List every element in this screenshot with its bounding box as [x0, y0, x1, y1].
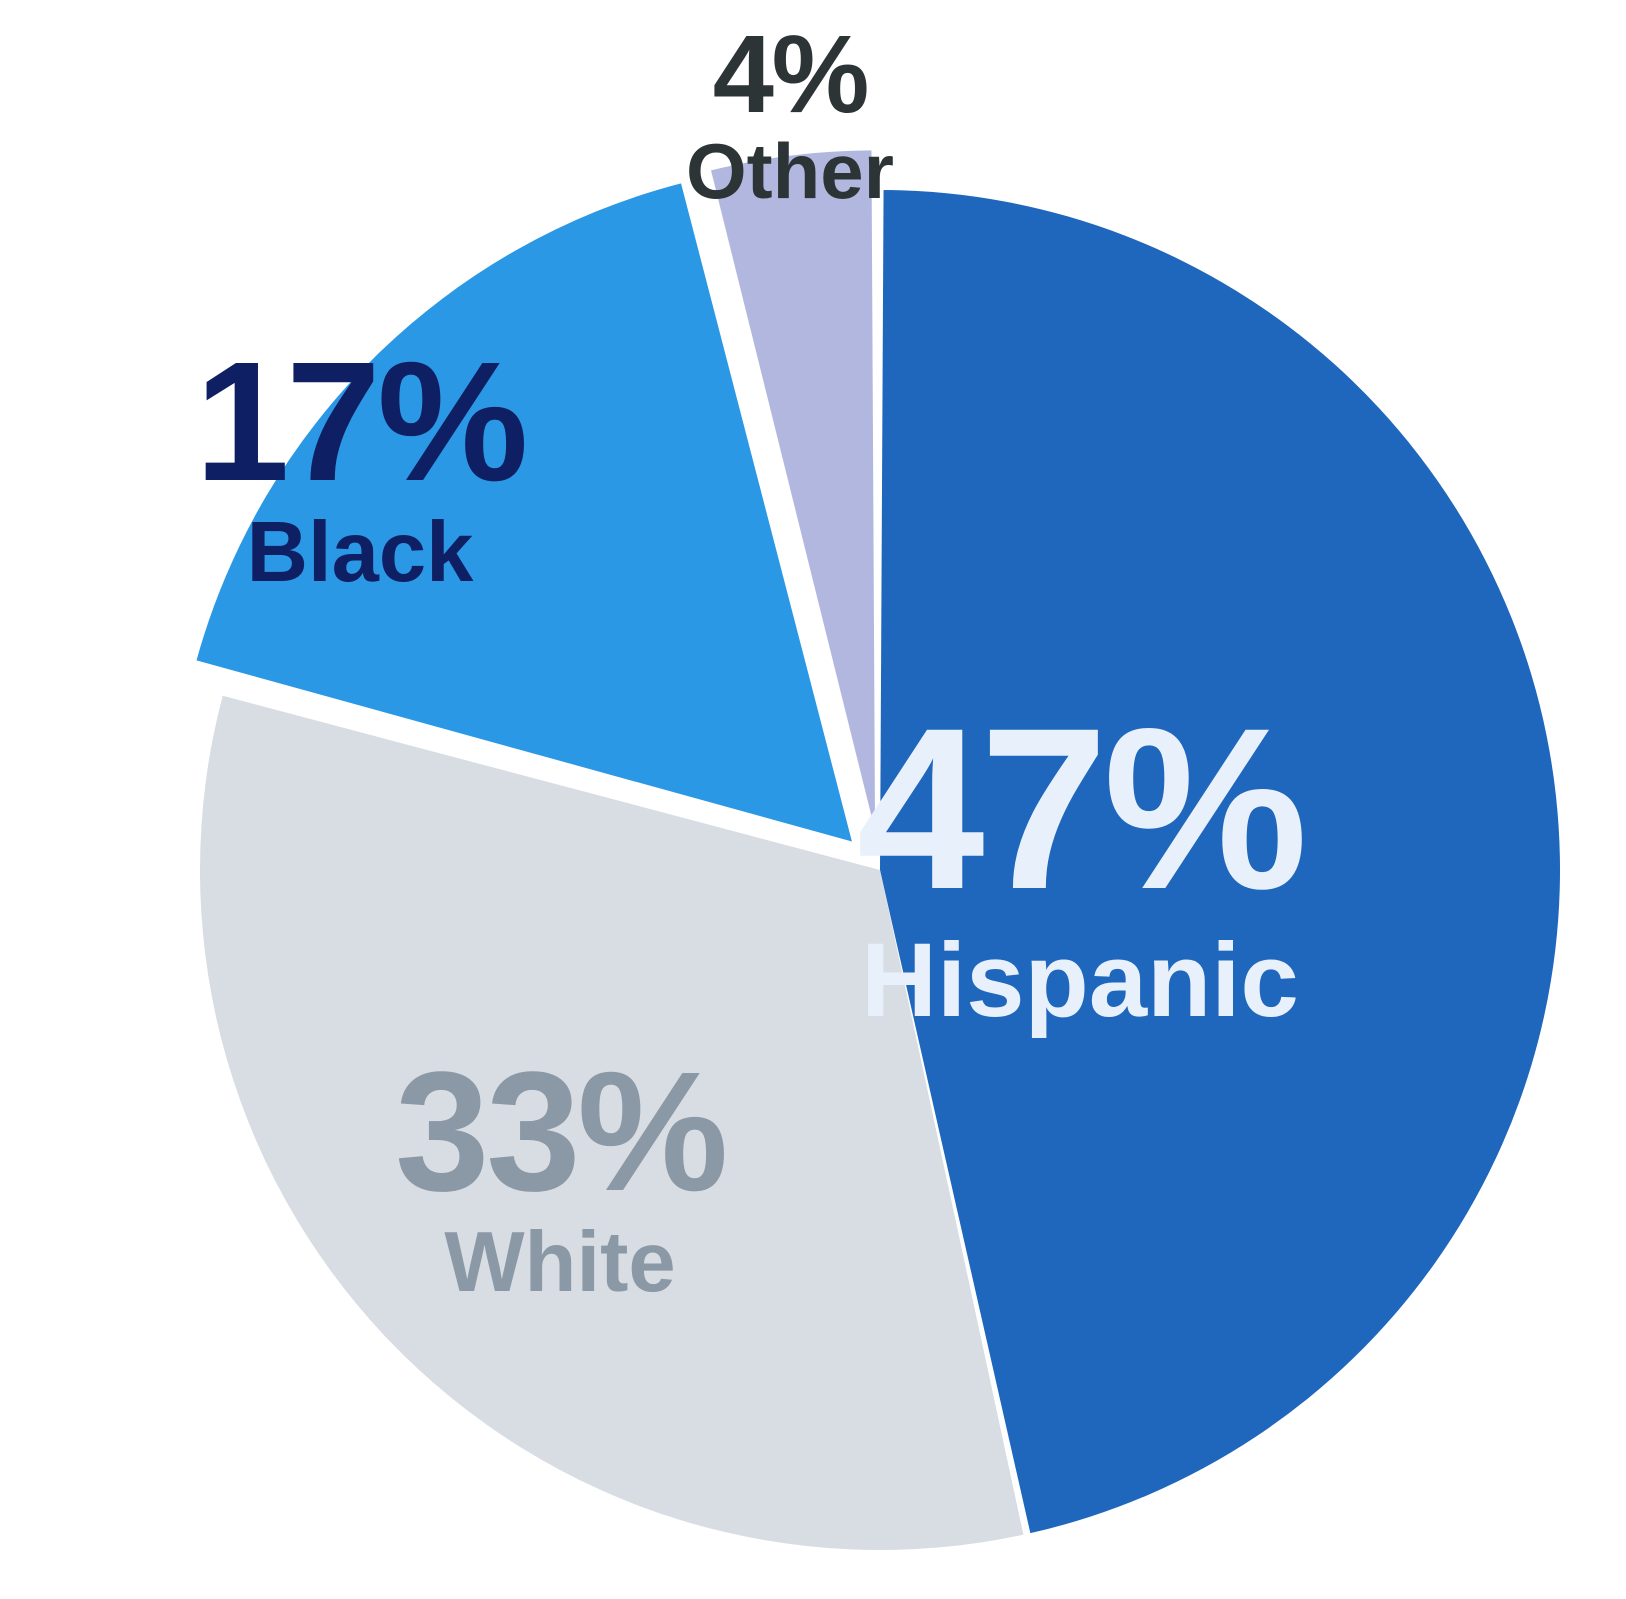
pie-category-white: White	[288, 1220, 832, 1305]
pie-category-black: Black	[88, 510, 632, 595]
pie-percent-other: 4%	[614, 20, 966, 130]
pie-percent-hispanic: 47%	[712, 694, 1448, 924]
pie-category-hispanic: Hispanic	[712, 928, 1448, 1033]
pie-percent-black: 17%	[88, 337, 632, 507]
pie-label-hispanic: 47%Hispanic	[712, 694, 1448, 1034]
pie-label-other: 4%Other	[614, 20, 966, 210]
pie-label-black: 17%Black	[88, 337, 632, 595]
pie-category-other: Other	[614, 132, 966, 210]
pie-percent-white: 33%	[288, 1047, 832, 1217]
pie-label-white: 33%White	[288, 1047, 832, 1305]
